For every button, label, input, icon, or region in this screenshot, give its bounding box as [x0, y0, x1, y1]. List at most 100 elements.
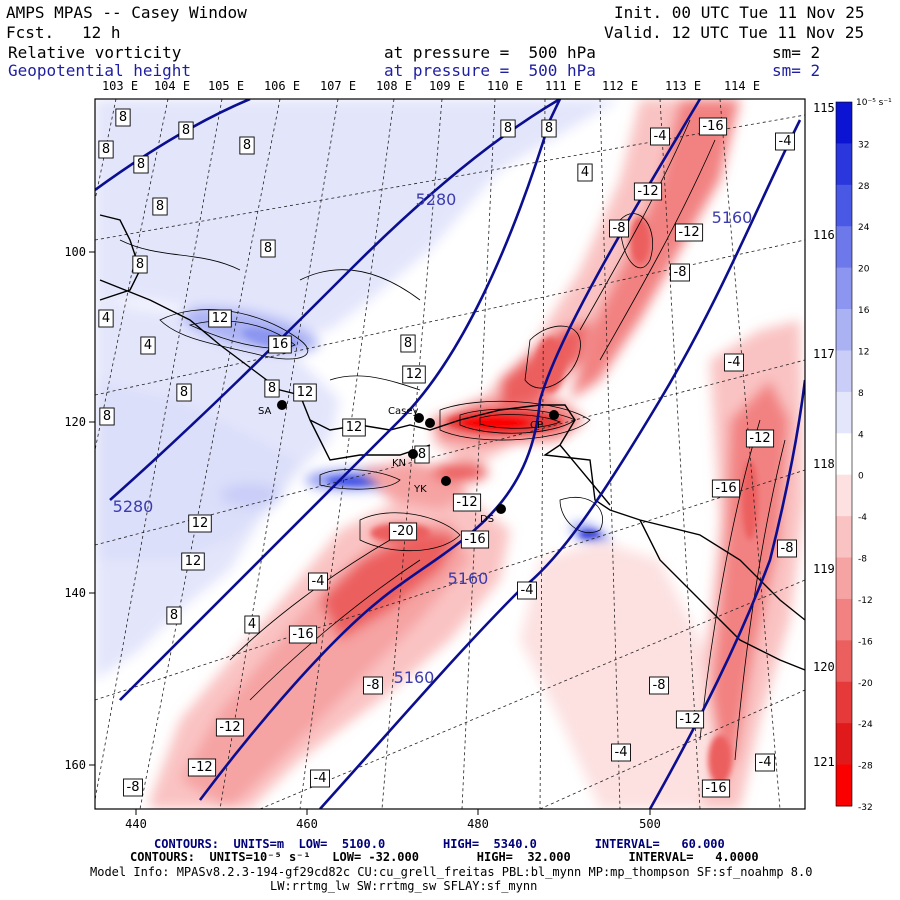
colorbar-swatch: [836, 723, 852, 766]
vorticity-label-box: [208, 309, 232, 328]
vorticity-label-box: [675, 710, 705, 729]
vorticity-label-box: [342, 418, 366, 437]
lon-label-106e: 106 E: [264, 79, 300, 93]
colorbar-swatch: [836, 102, 852, 144]
station-marker: [425, 418, 435, 428]
vorticity-label-box: [176, 383, 192, 402]
colorbar-label: -24: [858, 720, 873, 730]
height-label: 5160: [448, 569, 489, 588]
colorbar-swatch: [836, 350, 852, 393]
footer-model-info: Model Info: MPASv8.2.3-194-gf29cd82c CU:…: [90, 865, 813, 879]
vorticity-label: 8: [119, 110, 127, 125]
colorbar-swatch: [836, 391, 852, 434]
vorticity-label: 12: [212, 311, 229, 326]
vorticity-label: -16: [292, 627, 313, 642]
vorticity-label: -12: [679, 712, 700, 727]
colorbar-swatch: [836, 598, 852, 641]
field2-level: at pressure = 500 hPa: [384, 61, 596, 80]
footer-height-contours: CONTOURS: UNITS=m LOW= 5100.0 HIGH= 5340…: [154, 837, 725, 851]
station-marker: [408, 449, 418, 459]
vorticity-label: -4: [314, 771, 327, 786]
colorbar-swatch: [836, 474, 852, 517]
vorticity-label: 8: [545, 121, 553, 136]
colorbar-label: -20: [858, 679, 873, 689]
vorticity-label: 8: [180, 385, 188, 400]
vorticity-label: 8: [137, 157, 145, 172]
vorticity-label-box: [260, 239, 276, 258]
vorticity-label-box: [132, 255, 148, 274]
y-tick-100: 100: [64, 245, 86, 259]
vorticity-label: -12: [456, 495, 477, 510]
colorbar-label: 0: [858, 472, 864, 482]
colorbar-swatch: [836, 226, 852, 269]
vorticity-label-box: [609, 219, 629, 238]
chart-title: AMPS MPAS -- Casey Window: [6, 3, 247, 22]
vorticity-label: -8: [653, 678, 666, 693]
vorticity-label: -8: [613, 221, 626, 236]
lon-label-109e: 109 E: [429, 79, 465, 93]
colorbar-swatch: [836, 433, 852, 476]
colorbar-unit: 10⁻⁵ s⁻¹: [856, 98, 892, 108]
vorticity-label: 4: [144, 338, 152, 353]
vorticity-label-box: [166, 606, 182, 625]
field1-name: Relative vorticity: [8, 43, 182, 62]
station-label-kn: KN: [392, 458, 406, 469]
lon-label-112e: 112 E: [602, 79, 638, 93]
vorticity-label-box: [152, 197, 168, 216]
colorbar-label: -16: [858, 637, 873, 647]
vorticity-label-box: [517, 581, 537, 600]
station-label-sa: SA: [258, 406, 272, 417]
vorticity-label: 8: [404, 336, 412, 351]
axis-ticks: [89, 251, 651, 815]
colorbar: 32 28 24 20 16 12 8 4 0 -4 -8 -12 -16 -20 -24 -28 -32: [835, 101, 873, 813]
vorticity-label-box: [577, 163, 593, 182]
field1-level: at pressure = 500 hPa: [384, 43, 596, 62]
height-label: 5160: [394, 668, 435, 687]
forecast-label: Fcst.: [6, 23, 55, 42]
vorticity-label: 12: [297, 385, 314, 400]
valid-time: Valid. 12 UTC Tue 11 Nov 25: [604, 23, 865, 42]
vorticity-label-box: [239, 136, 255, 155]
colorbar-label: 12: [858, 347, 869, 357]
height-label: 5280: [113, 497, 154, 516]
vorticity-label-box: [133, 155, 149, 174]
vorticity-label-box: [181, 552, 205, 571]
vorticity-label: -4: [759, 755, 772, 770]
colorbar-swatch: [836, 681, 852, 724]
vorticity-label: -4: [779, 134, 792, 149]
vorticity-label: 8: [182, 123, 190, 138]
vorticity-label-box: [711, 479, 741, 498]
vorticity-label-box: [698, 117, 728, 136]
vorticity-label-box: [123, 778, 143, 797]
colorbar-swatch: [836, 764, 852, 807]
vorticity-label: 8: [170, 608, 178, 623]
colorbar-label: 24: [858, 223, 870, 233]
station-marker: [441, 476, 451, 486]
vorticity-label-box: [308, 572, 328, 591]
vorticity-label-box: [777, 539, 797, 558]
colorbar-swatch: [836, 267, 852, 310]
plot-frame: [94, 98, 806, 810]
vorticity-label: 4: [581, 165, 589, 180]
vorticity-label-box: [611, 743, 631, 762]
station-marker: [277, 400, 287, 410]
colorbar-label: -12: [858, 596, 873, 606]
y-tick-120: 120: [64, 415, 86, 429]
height-label: 5160: [712, 208, 753, 227]
vorticity-label: -4: [521, 583, 534, 598]
vorticity-label-box: [388, 522, 418, 541]
vorticity-label: -8: [127, 780, 140, 795]
field1-smoothing: sm= 2: [772, 43, 821, 62]
vorticity-label-box: [500, 119, 516, 138]
y-tick-160: 160: [64, 758, 86, 772]
vorticity-label-box: [460, 530, 490, 549]
vorticity-label: 8: [102, 142, 110, 157]
vorticity-label-box: [264, 379, 280, 398]
colorbar-label: -32: [858, 803, 873, 813]
vorticity-label-box: [188, 514, 212, 533]
vorticity-label: -4: [654, 129, 667, 144]
vorticity-label-box: [99, 407, 115, 426]
vorticity-label: -16: [715, 481, 736, 496]
vorticity-label: -16: [702, 119, 723, 134]
forecast-value: 12 h: [82, 23, 121, 42]
